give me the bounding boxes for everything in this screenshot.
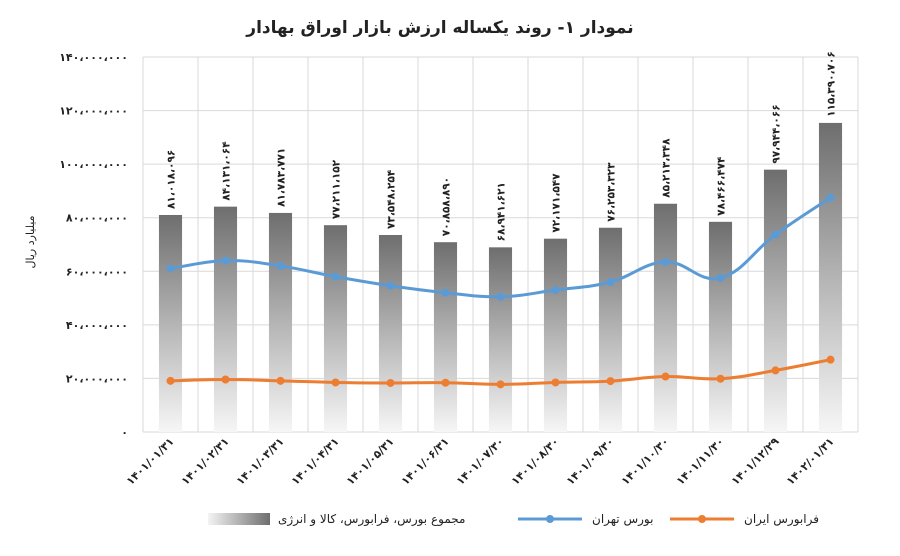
- y-tick-label: ۶۰،۰۰۰،۰۰۰: [66, 265, 128, 278]
- bar: [488, 247, 513, 432]
- y-axis-ticks: ۰ ۲۰،۰۰۰،۰۰۰ ۴۰،۰۰۰،۰۰۰ ۶۰،۰۰۰،۰۰۰ ۸۰،۰۰۰،۰۰…: [59, 51, 128, 439]
- legend-tehran-label: بورس تهران: [592, 512, 653, 527]
- bar-data-label: ۷۲،۱۷۱،۵۴۷: [551, 173, 563, 233]
- x-tick-label: ۱۴۰۱/۱۲/۲۹: [729, 435, 782, 488]
- chart-title: نمودار ۱- روند یکساله ارزش بازار اوراق ب…: [245, 18, 633, 38]
- x-tick-label: ۱۴۰۱/۰۹/۳۰: [564, 435, 617, 488]
- y-tick-label: ۴۰،۰۰۰،۰۰۰: [66, 319, 128, 332]
- bar: [818, 122, 843, 432]
- line-point: [386, 378, 395, 387]
- x-tick-label: ۱۴۰۱/۱۱/۳۰: [674, 435, 727, 488]
- line-point: [221, 256, 230, 265]
- line-point: [606, 377, 615, 386]
- line-point: [331, 272, 340, 281]
- line-point: [551, 286, 560, 295]
- x-tick-label: ۱۴۰۱/۰۴/۳۱: [289, 435, 342, 488]
- x-tick-label: ۱۴۰۱/۰۱/۳۱: [124, 435, 177, 488]
- line-point: [276, 376, 285, 385]
- bar-data-label: ۸۴،۱۳۱،۰۶۴: [221, 141, 233, 201]
- legend-ifb-label: فرابورس ایران: [744, 512, 819, 527]
- bar-data-label: ۷۸،۴۶۶،۴۷۴: [716, 156, 728, 216]
- x-tick-label: ۱۴۰۱/۰۶/۳۱: [399, 435, 452, 488]
- line-point: [606, 278, 615, 286]
- x-tick-label: ۱۴۰۱/۱۰/۳۰: [619, 435, 672, 488]
- legend-bar-label: مجموع بورس، فرابورس، کالا و انرژی: [278, 512, 465, 527]
- y-tick-label: ۱۴۰،۰۰۰،۰۰۰: [59, 51, 128, 64]
- y-axis-label: میلیارد ریال: [24, 215, 37, 268]
- y-tick-label: ۲۰،۰۰۰،۰۰۰: [66, 372, 128, 385]
- bar: [378, 234, 403, 432]
- bar: [653, 203, 678, 432]
- line-point: [166, 264, 175, 273]
- line-point: [716, 273, 725, 282]
- y-tick-label: ۸۰،۰۰۰،۰۰۰: [66, 212, 128, 225]
- bar-data-label: ۷۰،۸۵۸،۸۹۰: [441, 177, 453, 236]
- line-point: [771, 230, 780, 239]
- line-point: [826, 193, 835, 202]
- bar-data-label: ۱۱۵،۳۹۰،۷۰۶: [826, 51, 838, 117]
- legend: مجموع بورس، فرابورس، کالا و انرژی بورس ته…: [208, 512, 819, 527]
- bar-data-label: ۶۸،۹۴۱،۶۲۱: [496, 182, 508, 241]
- line-point: [276, 261, 285, 270]
- y-tick-label: ۱۰۰،۰۰۰،۰۰۰: [59, 158, 128, 171]
- bar-data-label: ۸۵،۲۱۳،۳۴۸: [661, 138, 673, 198]
- line-point: [771, 366, 780, 375]
- x-axis-ticks: ۱۴۰۱/۰۱/۳۱ ۱۴۰۱/۰۲/۳۱ ۱۴۰۱/۰۳/۳۱ ۱۴۰۱/۰۴/۳۱…: [124, 435, 837, 488]
- bar-data-labels: ۸۱،۰۱۸،۰۹۶ ۸۴،۱۳۱،۰۶۴ ۸۱،۷۸۳،۷۷۱ ۷۷،۲۱۱،۱۵۲…: [166, 51, 838, 241]
- bar: [268, 212, 293, 432]
- x-tick-label: ۱۴۰۱/۰۳/۳۱: [234, 435, 287, 488]
- line-series: [166, 193, 835, 389]
- bar: [433, 242, 458, 432]
- bar-data-label: ۸۱،۰۱۸،۰۹۶: [166, 150, 178, 209]
- bar: [323, 225, 348, 432]
- x-tick-label: ۱۴۰۱/۰۷/۳۰: [454, 435, 507, 488]
- bar-data-label: ۷۳،۵۴۸،۲۵۴: [386, 169, 398, 229]
- x-tick-label: ۱۴۰۲/۰۱/۳۱: [784, 435, 837, 488]
- line-point: [496, 380, 505, 389]
- line-point: [716, 374, 725, 383]
- line-point: [386, 281, 395, 290]
- line-point: [496, 292, 505, 301]
- line-point: [661, 257, 670, 266]
- bar-data-label: ۷۷،۲۱۱،۱۵۲: [331, 159, 343, 219]
- x-tick-label: ۱۴۰۱/۰۸/۳۰: [509, 435, 562, 488]
- legend-bar-swatch: [208, 513, 270, 525]
- bar: [708, 221, 733, 432]
- bar: [158, 214, 183, 432]
- bar: [763, 169, 788, 432]
- bar-data-label: ۷۶،۲۵۳،۳۲۳: [606, 162, 618, 222]
- y-tick-label: ۰: [121, 426, 128, 439]
- bar-data-label: ۸۱،۷۸۳،۷۷۱: [276, 148, 288, 207]
- legend-tehran-marker: [546, 515, 554, 523]
- bar-data-label: ۹۷،۹۴۴،۰۶۶: [771, 104, 783, 163]
- line-point: [221, 375, 230, 384]
- line-point: [661, 372, 670, 381]
- legend-ifb-marker: [698, 515, 706, 523]
- line-point: [441, 378, 450, 387]
- line-point: [166, 376, 175, 385]
- line-point: [331, 378, 340, 387]
- x-tick-label: ۱۴۰۱/۰۲/۳۱: [179, 435, 232, 488]
- line-point: [551, 378, 560, 387]
- y-tick-label: ۱۲۰،۰۰۰،۰۰۰: [59, 105, 128, 118]
- bar: [598, 227, 623, 432]
- bar: [213, 206, 238, 432]
- bar: [543, 238, 568, 432]
- line-point: [441, 288, 450, 297]
- x-tick-label: ۱۴۰۱/۰۵/۳۱: [344, 435, 397, 488]
- line-point: [826, 355, 835, 364]
